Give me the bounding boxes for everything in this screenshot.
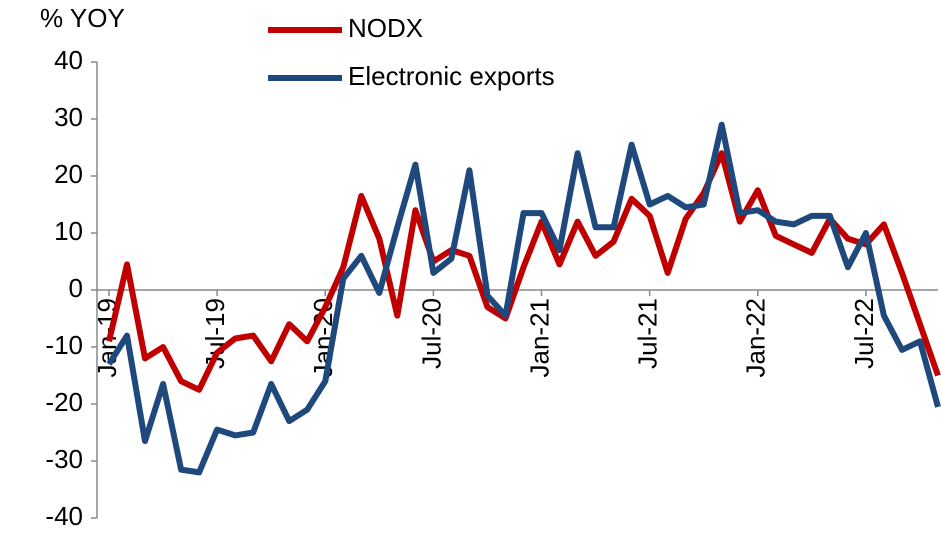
y-tick-label: -20 <box>45 387 83 417</box>
x-tick-label: Jul-21 <box>633 298 663 369</box>
x-tick-label: Jan-22 <box>741 298 771 378</box>
y-tick-label: 0 <box>69 273 83 303</box>
y-tick-label: -30 <box>45 444 83 474</box>
y-tick-label: -40 <box>45 501 83 531</box>
y-tick-label: -10 <box>45 330 83 360</box>
line-series <box>106 121 941 476</box>
legend-label: NODX <box>348 13 423 43</box>
legend-label: Electronic exports <box>348 61 555 91</box>
y-tick-label: 10 <box>54 216 83 246</box>
y-tick-label: 20 <box>54 159 83 189</box>
y-axis-label: % YOY <box>40 3 125 33</box>
x-tick-label: Jul-20 <box>416 298 446 369</box>
y-tick-label: 40 <box>54 45 83 75</box>
y-tick-label: 30 <box>54 102 83 132</box>
x-tick-label: Jan-21 <box>524 298 554 378</box>
line-series <box>106 150 941 393</box>
x-tick-label: Jul-22 <box>849 298 879 369</box>
